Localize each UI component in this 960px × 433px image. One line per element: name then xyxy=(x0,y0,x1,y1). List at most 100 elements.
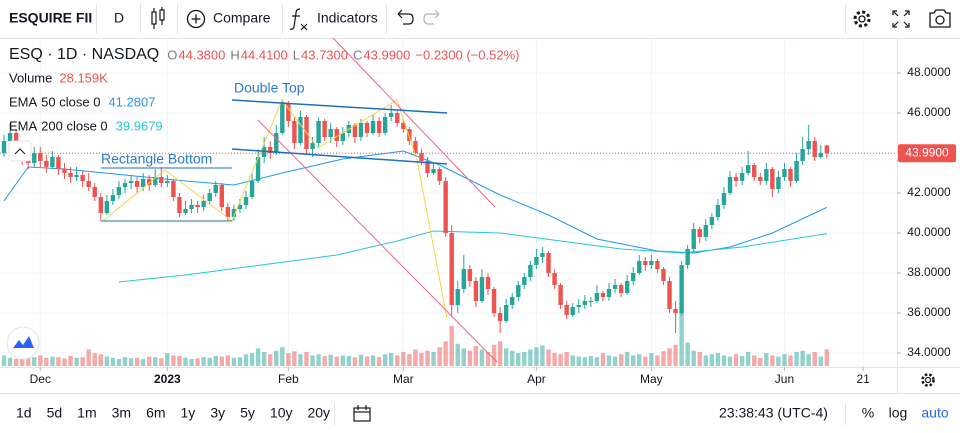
candle-body xyxy=(800,149,805,161)
compare-button[interactable]: Compare xyxy=(213,10,271,26)
volume-bar xyxy=(334,356,339,366)
candle-body xyxy=(364,123,370,133)
volume-bar xyxy=(19,354,25,366)
undo-button[interactable] xyxy=(397,9,414,25)
candle-body xyxy=(510,297,515,305)
y-tick-label: 42.0000 xyxy=(907,185,951,199)
range-button[interactable]: 3m xyxy=(112,405,131,421)
screenshot-button[interactable] xyxy=(929,9,951,28)
volume-bar xyxy=(340,355,346,366)
axes: 34.000036.000038.000040.000042.000044.00… xyxy=(30,65,956,386)
candle-body xyxy=(703,225,709,237)
y-tick-label: 46.0000 xyxy=(907,105,951,119)
volume-bar xyxy=(56,357,61,366)
candle-body xyxy=(758,177,763,181)
candle-body xyxy=(140,179,146,187)
logo-mark[interactable] xyxy=(13,336,34,348)
chart-style-button[interactable] xyxy=(151,7,165,29)
logo[interactable] xyxy=(6,326,40,360)
volume-bar xyxy=(86,349,91,366)
settings-button[interactable] xyxy=(853,10,871,28)
fullscreen-button[interactable] xyxy=(892,10,910,28)
indicators-button[interactable]: Indicators xyxy=(317,10,378,26)
volume-bar xyxy=(13,358,19,366)
symbol-button[interactable]: ESQUIRE FII xyxy=(9,10,92,26)
candle-body xyxy=(570,307,575,315)
candle-body xyxy=(727,177,733,193)
volume-bar xyxy=(540,345,545,366)
volume-bar xyxy=(649,353,654,366)
candle-body xyxy=(455,289,460,305)
candle-body xyxy=(1,141,7,153)
candle-body xyxy=(764,169,769,181)
candle-body xyxy=(358,123,364,137)
volume-bar xyxy=(497,341,503,366)
range-button[interactable]: 1m xyxy=(77,405,96,421)
y-tick-label: 34.0000 xyxy=(907,345,951,359)
volume-bar xyxy=(449,326,454,366)
candle-body xyxy=(431,169,436,173)
candle-body xyxy=(292,121,297,143)
candle-body xyxy=(691,229,696,249)
range-button[interactable]: 10y xyxy=(270,405,293,421)
candle-body xyxy=(588,301,594,302)
y-tick-label: 36.0000 xyxy=(907,305,951,319)
candle-body xyxy=(497,313,503,321)
candle-body xyxy=(207,193,212,201)
volume-bar xyxy=(7,357,13,366)
volume-bar xyxy=(376,357,382,366)
percent-toggle[interactable]: % xyxy=(862,405,874,421)
legend-collapse[interactable] xyxy=(8,140,32,162)
range-button[interactable]: 1d xyxy=(16,405,32,421)
volume-bar xyxy=(153,357,158,366)
log-toggle[interactable]: log xyxy=(889,405,908,421)
range-button[interactable]: 5y xyxy=(240,405,255,421)
x-tick-label: Jun xyxy=(775,372,794,386)
range-button[interactable]: 6m xyxy=(146,405,165,421)
range-button[interactable]: 3y xyxy=(210,405,225,421)
volume-bar xyxy=(32,357,37,366)
redo-button[interactable] xyxy=(423,9,440,25)
x-tick-label: Mar xyxy=(393,372,414,386)
goto-date-button[interactable] xyxy=(353,405,371,422)
volume-bar xyxy=(582,357,588,366)
range-button[interactable]: 1y xyxy=(181,405,196,421)
candle-body xyxy=(382,117,388,133)
volume-bar xyxy=(116,358,122,366)
volume-bar xyxy=(382,354,388,366)
volume-bar xyxy=(576,356,581,366)
range-button[interactable]: 20y xyxy=(307,405,330,421)
volume-bar xyxy=(485,351,491,366)
axis-settings[interactable] xyxy=(921,373,935,387)
trend-line xyxy=(332,37,496,208)
candle-body xyxy=(219,185,224,207)
volume-bar xyxy=(758,357,763,366)
volume-bar xyxy=(733,354,739,366)
candle-body xyxy=(685,249,690,265)
volume-bar xyxy=(812,351,817,366)
volume-bar xyxy=(122,357,128,366)
ohlc-key: H xyxy=(230,47,239,62)
volume-bar xyxy=(407,354,412,366)
candle-body xyxy=(134,181,140,187)
auto-toggle[interactable]: auto xyxy=(921,405,948,421)
volume-bar xyxy=(631,355,636,366)
interval-button[interactable]: D xyxy=(114,10,124,26)
legend-collapse-icon[interactable] xyxy=(14,148,26,155)
volume-bar xyxy=(159,358,164,366)
volume-bar xyxy=(201,357,206,366)
candle-body xyxy=(286,103,291,121)
legend: ESQ · 1D · NASDAQ O 44.3800 H 44.4100 L 43.73… xyxy=(8,46,519,162)
volume-bar xyxy=(207,357,212,366)
range-button[interactable]: 5d xyxy=(47,405,63,421)
volume-bar xyxy=(606,355,612,366)
candle-body xyxy=(231,209,237,217)
volume-bar xyxy=(600,353,606,366)
candle-body xyxy=(745,165,751,173)
indicators-icon[interactable] xyxy=(289,8,308,31)
y-tick-label: 38.0000 xyxy=(907,265,951,279)
candle-body xyxy=(104,201,110,213)
candle-body xyxy=(485,277,491,289)
volume-bar xyxy=(44,357,49,366)
compare-icon[interactable] xyxy=(186,9,206,29)
